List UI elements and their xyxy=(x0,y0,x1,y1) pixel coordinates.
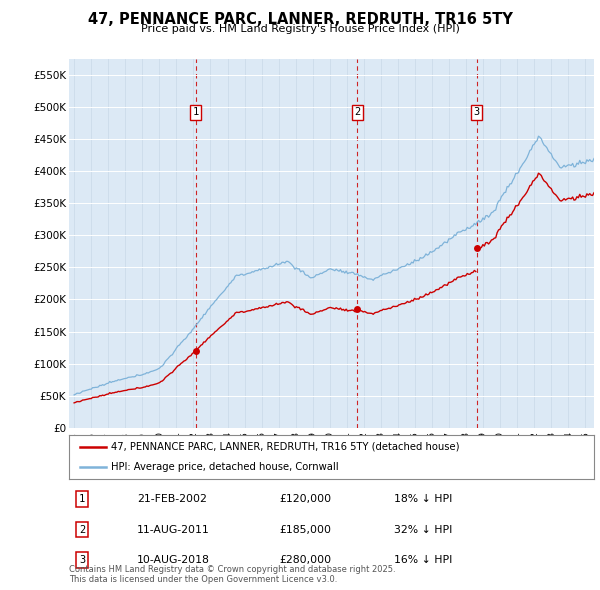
Text: 47, PENNANCE PARC, LANNER, REDRUTH, TR16 5TY (detached house): 47, PENNANCE PARC, LANNER, REDRUTH, TR16… xyxy=(111,442,460,452)
Text: 16% ↓ HPI: 16% ↓ HPI xyxy=(395,555,453,565)
Text: 2: 2 xyxy=(79,525,85,535)
Text: 47, PENNANCE PARC, LANNER, REDRUTH, TR16 5TY: 47, PENNANCE PARC, LANNER, REDRUTH, TR16… xyxy=(88,12,512,27)
Text: £280,000: £280,000 xyxy=(279,555,331,565)
Text: 2: 2 xyxy=(354,107,361,117)
Text: 3: 3 xyxy=(79,555,85,565)
Text: 18% ↓ HPI: 18% ↓ HPI xyxy=(395,494,453,504)
Text: 1: 1 xyxy=(79,494,85,504)
Text: HPI: Average price, detached house, Cornwall: HPI: Average price, detached house, Corn… xyxy=(111,462,338,472)
Text: 10-AUG-2018: 10-AUG-2018 xyxy=(137,555,210,565)
Text: 21-FEB-2002: 21-FEB-2002 xyxy=(137,494,207,504)
Text: £120,000: £120,000 xyxy=(279,494,331,504)
Text: £185,000: £185,000 xyxy=(279,525,331,535)
Text: 32% ↓ HPI: 32% ↓ HPI xyxy=(395,525,453,535)
Text: 11-AUG-2011: 11-AUG-2011 xyxy=(137,525,210,535)
Text: Price paid vs. HM Land Registry's House Price Index (HPI): Price paid vs. HM Land Registry's House … xyxy=(140,24,460,34)
Text: 3: 3 xyxy=(473,107,479,117)
Text: 1: 1 xyxy=(193,107,199,117)
Text: Contains HM Land Registry data © Crown copyright and database right 2025.
This d: Contains HM Land Registry data © Crown c… xyxy=(69,565,395,584)
